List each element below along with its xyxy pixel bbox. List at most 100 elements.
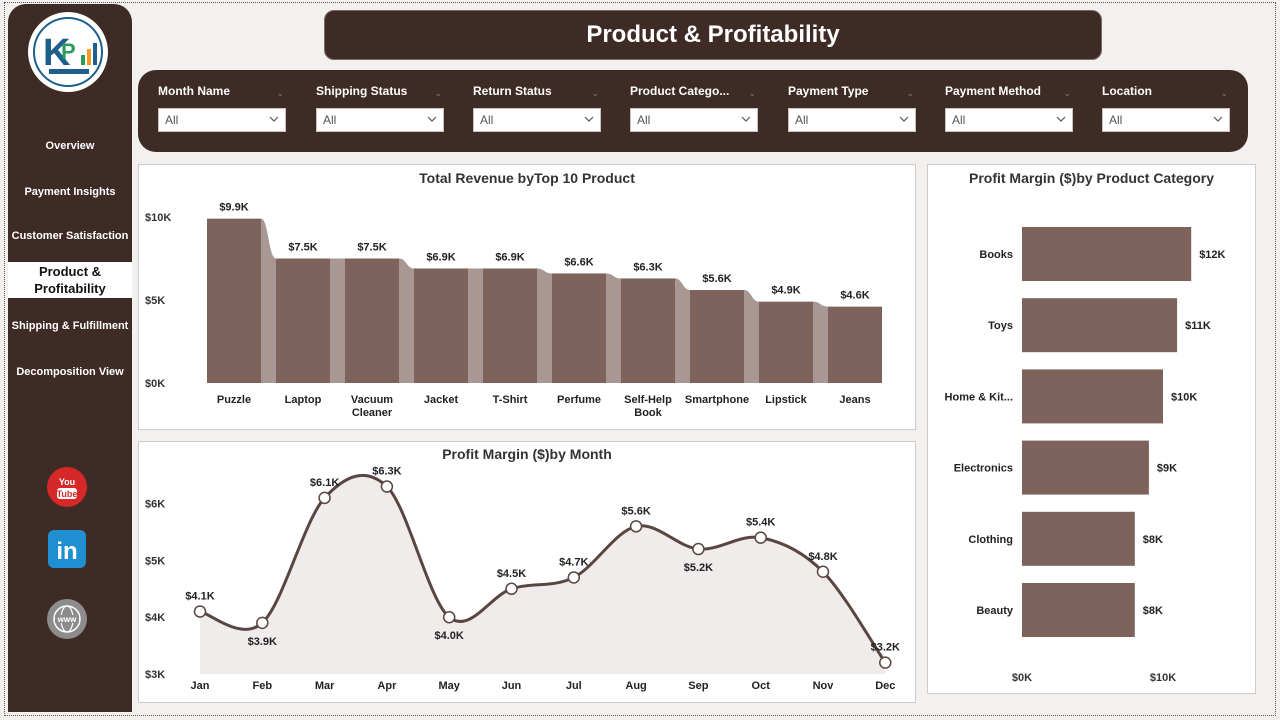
x-tick-label: Cleaner [352,407,393,419]
x-tick-label: Perfume [557,394,601,406]
x-tick-label: Jul [566,680,582,692]
caret-down-icon [1056,116,1066,122]
x-tick-label: $0K [1012,672,1032,684]
y-tick-label: Home & Kit... [945,391,1013,403]
chevron-down-icon[interactable]: ⌄ [748,88,756,98]
svg-text:K: K [43,32,71,74]
x-tick-label: Oct [752,680,771,692]
bar-ribbon [813,301,828,383]
x-tick-label: Feb [253,680,273,692]
category-chart: Books $12K Toys $11K Home & Kit... $10K Electr… [945,227,1226,684]
youtube-link[interactable]: You Tube [46,466,88,508]
x-tick-label: Aug [625,680,646,692]
data-point [193,605,207,618]
nav-customer-satisfaction[interactable]: Customer Satisfaction [11,230,129,242]
category-bar [1022,298,1178,353]
data-label: $4.1K [185,591,214,603]
profit-by-month-panel: Profit Margin ($)by Month $3K $4K $5K $6K $4… [138,441,916,703]
dropdown-value: All [165,113,179,127]
data-label: $7.5K [288,242,317,254]
category-chart-title: Profit Margin ($)by Product Category [968,170,1215,186]
revenue-bar [276,258,330,383]
revenue-chart: $0K $5K $10K $9.9K Puzzle $7.5K Laptop $7.5K Vac… [145,202,882,419]
product-category-dropdown[interactable]: All [630,108,758,132]
month-chart: $3K $4K $5K $6K $4.1K Jan $3.9K Feb $6.1K Mar $6.3… [145,466,900,692]
data-label: $9K [1157,463,1177,475]
y-tick-label: Clothing [968,534,1013,546]
revenue-bar [552,273,606,383]
dropdown-value: All [1109,113,1123,127]
filter-month-name: Month Name ⌄ All [158,84,288,132]
data-label: $4.7K [559,556,588,568]
month-name-dropdown[interactable]: All [158,108,286,132]
y-tick-label: $5K [145,555,165,567]
data-point [879,656,892,669]
bar-ribbon [537,268,552,383]
data-point [318,491,331,505]
chevron-down-icon[interactable]: ⌄ [1063,88,1071,98]
category-bar [1022,440,1149,495]
data-point [629,520,643,533]
data-label: $4.8K [808,551,837,563]
page-title: Product & Profitability [324,10,1102,60]
filter-label: Location [1102,84,1152,98]
x-tick-label: Dec [875,680,895,692]
chevron-down-icon[interactable]: ⌄ [434,88,442,98]
nav-decomposition-view[interactable]: Decomposition View [16,366,124,378]
payment-method-dropdown[interactable]: All [945,108,1073,132]
website-link[interactable]: www [46,598,88,640]
y-tick-label: $5K [145,295,165,307]
revenue-bar [759,301,813,383]
dropdown-value: All [952,113,966,127]
x-tick-label: Vacuum [351,394,393,406]
chevron-down-icon[interactable]: ⌄ [906,88,914,98]
dropdown-value: All [323,113,337,127]
return-status-dropdown[interactable]: All [473,108,601,132]
filter-payment-method: Payment Method ⌄ All [945,84,1075,132]
nav-product-profitability-line1: Product & [38,264,102,279]
x-tick-label: Book [634,407,662,419]
y-tick-label: $3K [145,669,165,681]
chevron-down-icon[interactable]: ⌄ [591,88,599,98]
nav-product-profitability[interactable]: Product & Profitability [8,262,132,298]
bar-ribbon [330,258,345,383]
x-tick-label: Self-Help [624,394,672,406]
chevron-down-icon[interactable]: ⌄ [276,88,284,98]
shipping-status-dropdown[interactable]: All [316,108,444,132]
dropdown-value: All [795,113,809,127]
filter-label: Month Name [158,84,230,98]
category-bar [1022,583,1135,637]
filter-label: Shipping Status [316,84,408,98]
x-tick-label: Apr [377,680,397,692]
data-label: $6.9K [426,251,455,263]
revenue-chart-title: Total Revenue byTop 10 Product [419,170,635,186]
linkedin-link[interactable]: in [46,528,88,570]
chevron-down-icon[interactable]: ⌄ [1220,88,1228,98]
y-tick-label: Beauty [976,605,1014,617]
filter-label: Payment Method [945,84,1042,98]
x-tick-label: Lipstick [765,394,807,406]
data-label: $6.1K [310,477,339,489]
nav-shipping-fulfillment[interactable]: Shipping & Fulfillment [11,320,129,332]
y-tick-label: $10K [145,212,171,224]
svg-text:in: in [56,538,77,565]
x-tick-label: $10K [1150,672,1176,684]
x-tick-label: Puzzle [217,394,251,406]
x-tick-label: May [438,680,460,692]
bar-ribbon [744,290,759,383]
data-label: $6.6K [564,256,593,268]
nav-payment-insights[interactable]: Payment Insights [24,186,116,198]
location-dropdown[interactable]: All [1102,108,1230,132]
x-tick-label: Sep [688,680,708,692]
caret-down-icon [269,116,279,122]
data-label: $6.3K [372,466,401,478]
category-bar [1022,227,1192,281]
payment-type-dropdown[interactable]: All [788,108,916,132]
revenue-bar [207,218,261,383]
x-tick-label: Mar [315,680,335,692]
data-point [380,480,394,493]
data-point [256,616,269,630]
nav-product-profitability-line2: Profitability [34,281,106,296]
svg-text:P: P [61,39,76,64]
nav-overview[interactable]: Overview [45,140,95,152]
